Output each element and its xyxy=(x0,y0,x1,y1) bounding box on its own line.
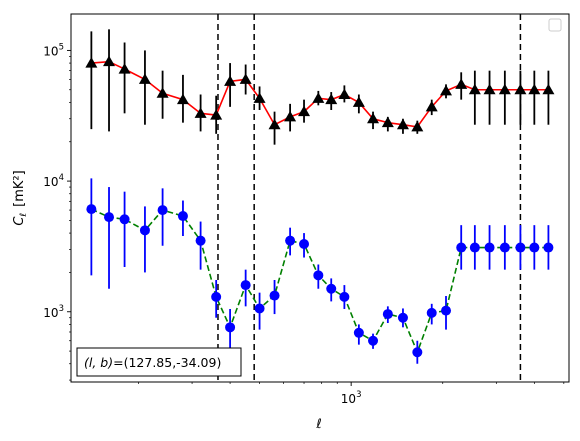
y-axis-label-main: C xyxy=(12,216,27,226)
data-point-circle xyxy=(177,211,188,222)
x-tick-label: 103 xyxy=(341,390,362,406)
y-tick-label: 104 xyxy=(43,173,64,189)
data-point-triangle xyxy=(85,57,98,68)
data-point-triangle xyxy=(253,92,266,103)
plot-frame xyxy=(70,13,570,383)
data-point-circle xyxy=(382,309,393,320)
x-tick-label-base: 10 xyxy=(341,392,356,406)
y-axis-label: Cℓ [mK²] xyxy=(12,170,29,225)
data-point-triangle xyxy=(210,109,223,120)
data-point-triangle xyxy=(455,78,468,89)
data-point-circle xyxy=(397,312,408,323)
data-point-triangle xyxy=(367,112,380,124)
data-point-triangle xyxy=(483,83,496,95)
data-point-triangle xyxy=(338,88,351,99)
data-point-circle xyxy=(456,242,467,253)
data-point-triangle xyxy=(224,75,237,86)
data-point-circle xyxy=(515,242,526,253)
data-point-circle xyxy=(211,291,222,302)
y-axis-label-sub: ℓ xyxy=(19,213,29,218)
vertical-dashed-lines xyxy=(217,14,522,382)
data-point-triangle xyxy=(468,83,481,95)
y-tick-label: 105 xyxy=(43,42,64,58)
data-point-triangle xyxy=(298,105,311,117)
data-point-triangle xyxy=(118,63,131,74)
data-point-triangle xyxy=(325,93,338,105)
data-point-circle xyxy=(86,204,97,215)
x-axis-label: ℓ xyxy=(315,417,321,432)
y-tick-label: 103 xyxy=(43,304,64,320)
series-line xyxy=(91,208,549,355)
data-point-circle xyxy=(240,280,251,291)
data-point-circle xyxy=(139,225,150,236)
data-point-triangle xyxy=(138,73,151,84)
series-1 xyxy=(86,178,554,364)
series-0 xyxy=(85,29,555,145)
data-point-triangle xyxy=(284,110,297,122)
data-point-circle xyxy=(484,242,495,253)
data-point-circle xyxy=(313,270,324,281)
data-point-circle xyxy=(412,347,423,358)
data-point-circle xyxy=(269,290,280,301)
y-tick-label-base: 10 xyxy=(43,175,58,189)
y-tick-label-base: 10 xyxy=(43,44,58,58)
data-point-triangle xyxy=(396,118,409,130)
data-point-circle xyxy=(368,335,379,346)
y-tick-label-exp: 3 xyxy=(59,304,64,314)
data-point-circle xyxy=(104,212,115,223)
data-point-circle xyxy=(299,239,310,250)
x-tick-label-exp: 3 xyxy=(356,390,361,400)
y-tick-label-exp: 4 xyxy=(59,173,64,183)
data-point-circle xyxy=(285,235,296,246)
data-point-circle xyxy=(225,322,236,333)
y-tick-label-base: 10 xyxy=(43,306,58,320)
data-point-circle xyxy=(499,242,510,253)
data-point-triangle xyxy=(312,92,325,103)
data-point-triangle xyxy=(528,83,541,95)
data-point-circle xyxy=(469,242,480,253)
series-layer xyxy=(85,29,555,364)
data-point-triangle xyxy=(411,120,424,132)
data-point-circle xyxy=(157,205,168,216)
data-point-triangle xyxy=(239,73,252,84)
y-axis-label-unit: [mK²] xyxy=(12,170,27,207)
legend-box xyxy=(548,18,562,32)
data-point-triangle xyxy=(440,84,453,96)
data-point-circle xyxy=(529,242,540,253)
annotation-coord-values: =(127.85,-34.09) xyxy=(113,355,221,370)
data-point-circle xyxy=(441,305,452,316)
data-point-circle xyxy=(326,283,337,294)
data-point-triangle xyxy=(103,55,116,67)
data-point-triangle xyxy=(542,83,555,95)
y-tick-label-exp: 5 xyxy=(59,42,64,52)
data-point-triangle xyxy=(425,100,438,112)
data-point-triangle xyxy=(498,83,511,95)
data-point-triangle xyxy=(352,96,365,107)
data-point-circle xyxy=(119,214,130,225)
data-point-circle xyxy=(426,307,437,318)
data-point-triangle xyxy=(156,87,169,98)
major-ticks xyxy=(67,49,352,386)
annotation-box xyxy=(76,347,242,377)
annotation-coord-names: (l, b) xyxy=(84,355,113,370)
y-axis-label-group: Cℓ [mK²] xyxy=(12,170,29,225)
data-point-triangle xyxy=(194,107,207,118)
data-point-triangle xyxy=(514,83,527,95)
data-point-triangle xyxy=(381,116,394,128)
data-point-circle xyxy=(543,242,554,253)
data-point-circle xyxy=(195,235,206,246)
coordinate-annotation: (l, b)=(127.85,-34.09) xyxy=(76,347,242,377)
data-point-circle xyxy=(339,291,350,302)
data-point-circle xyxy=(353,327,364,338)
annotation-text: (l, b)=(127.85,-34.09) xyxy=(84,355,221,370)
data-point-circle xyxy=(254,303,265,314)
data-point-triangle xyxy=(176,93,189,105)
data-point-triangle xyxy=(268,118,281,130)
